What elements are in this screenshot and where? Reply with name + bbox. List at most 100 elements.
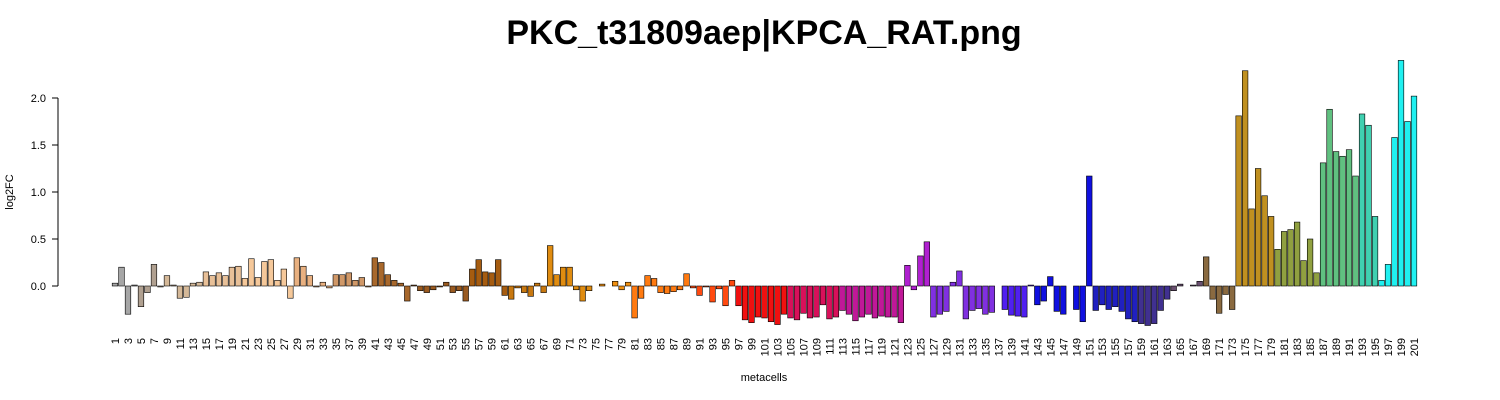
bar [1313, 272, 1320, 287]
x-tick-label: 129 [941, 338, 953, 356]
bar [495, 259, 502, 287]
x-tick-label: 157 [1123, 338, 1135, 356]
bar [1021, 285, 1028, 318]
x-tick-label: 75 [591, 338, 603, 350]
bar [1092, 285, 1099, 311]
x-tick-label: 31 [305, 338, 317, 350]
bar [709, 285, 716, 303]
bar [1047, 276, 1054, 287]
bar [319, 281, 326, 287]
x-tick-label: 49 [422, 338, 434, 350]
bar [1242, 70, 1249, 287]
bar [300, 265, 307, 287]
bar [1358, 113, 1366, 287]
bar [339, 274, 346, 287]
bar [573, 285, 580, 291]
bar [274, 280, 281, 287]
x-tick-label: 33 [318, 338, 330, 350]
x-axis-label: metacells [741, 372, 788, 384]
x-tick-label: 39 [357, 338, 369, 350]
bar [715, 285, 723, 290]
x-tick-label: 37 [344, 338, 356, 350]
bar [741, 285, 749, 321]
bar [1332, 151, 1340, 287]
bar [456, 285, 463, 291]
x-tick-label: 137 [993, 338, 1005, 356]
y-tick-label: 1.5 [31, 140, 46, 152]
bar [1040, 285, 1047, 302]
bar [514, 285, 521, 289]
bar [157, 285, 164, 288]
bar [1105, 285, 1112, 310]
x-tick-label: 89 [682, 338, 694, 350]
bar [1118, 285, 1125, 312]
x-tick-label: 195 [1370, 338, 1382, 356]
bar [183, 285, 190, 298]
bar [1209, 285, 1216, 300]
bar [852, 285, 859, 322]
bar [930, 285, 937, 318]
bar [689, 285, 697, 289]
x-tick-label: 57 [474, 338, 486, 350]
bar [423, 285, 430, 293]
bar [1131, 285, 1138, 323]
bar [1138, 285, 1145, 324]
x-tick-label: 97 [734, 338, 746, 350]
x-tick-label: 43 [383, 338, 395, 350]
x-tick-label: 59 [487, 338, 499, 350]
bar [1319, 162, 1327, 287]
bar [404, 285, 411, 302]
bar [728, 280, 736, 287]
chart-title: PKC_t31809aep|KPCA_RAT.png [506, 14, 1021, 52]
bar [248, 258, 255, 287]
bar [897, 285, 904, 323]
bar [202, 271, 210, 287]
x-tick-label: 149 [1071, 338, 1083, 356]
bar [1008, 285, 1015, 316]
bar [579, 285, 586, 302]
x-tick-label: 189 [1331, 338, 1343, 356]
bar [1151, 285, 1158, 324]
x-tick-label: 45 [396, 338, 408, 350]
bar [949, 281, 956, 287]
bar [410, 284, 417, 287]
bar [326, 285, 333, 289]
bar [189, 282, 197, 287]
x-tick-label: 73 [578, 338, 590, 350]
x-tick-label: 25 [266, 338, 278, 350]
x-tick-label: 133 [967, 338, 979, 356]
x-tick-label: 17 [214, 338, 226, 350]
x-tick-label: 183 [1292, 338, 1304, 356]
bar [196, 281, 203, 287]
bar [443, 281, 450, 287]
bar [475, 259, 482, 287]
bar [176, 285, 184, 299]
bar [527, 285, 534, 297]
bar [650, 278, 658, 287]
x-tick-label: 41 [370, 338, 382, 350]
bar [871, 285, 879, 319]
bar [1287, 229, 1294, 287]
bar [261, 261, 268, 287]
bar [1086, 175, 1093, 287]
bar [1222, 285, 1229, 295]
bar [586, 285, 593, 291]
bar [209, 275, 216, 287]
bar [365, 285, 372, 288]
x-tick-label: 171 [1214, 338, 1226, 356]
x-tick-label: 23 [253, 338, 265, 350]
x-tick-label: 125 [915, 338, 927, 356]
bar [1384, 264, 1392, 287]
x-tick-label: 201 [1409, 338, 1421, 356]
bar [858, 285, 866, 318]
bar [1378, 280, 1385, 287]
bar [144, 285, 151, 293]
bar [1073, 285, 1080, 310]
x-tick-label: 21 [240, 338, 252, 350]
x-tick-label: 175 [1240, 338, 1252, 356]
bar [1079, 285, 1086, 323]
x-tick-label: 131 [954, 338, 966, 356]
x-tick-label: 93 [708, 338, 720, 350]
x-tick-label: 197 [1383, 338, 1395, 356]
